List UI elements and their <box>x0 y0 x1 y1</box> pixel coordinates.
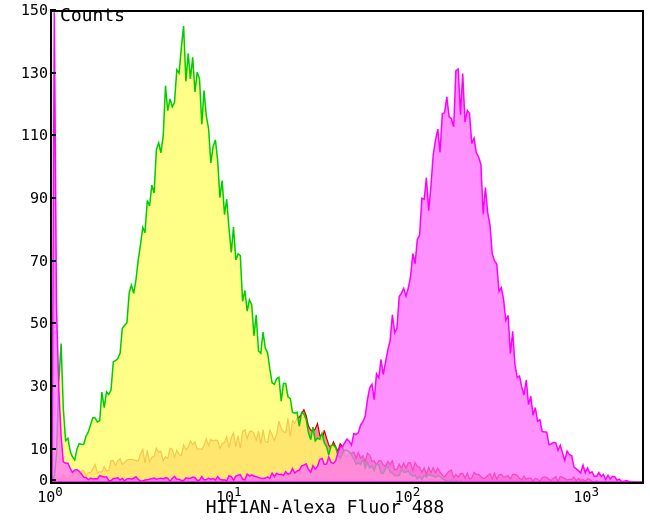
x-tick-label: 101 <box>216 484 242 506</box>
y-tick-label: 150 <box>21 1 48 19</box>
y-tick <box>50 197 56 199</box>
y-tick-label: 30 <box>30 377 48 395</box>
x-tick-label: 100 <box>37 484 63 506</box>
y-tick <box>50 448 56 450</box>
y-axis-title: Counts <box>60 5 125 26</box>
y-tick <box>50 479 56 481</box>
y-tick <box>50 134 56 136</box>
x-tick-label: 102 <box>395 484 421 506</box>
y-tick-label: 50 <box>30 314 48 332</box>
y-tick-label: 10 <box>30 440 48 458</box>
y-tick <box>50 322 56 324</box>
histogram-svg <box>52 12 642 482</box>
chart-container: Counts HIF1AN-Alexa Fluor 488 0103050709… <box>0 0 650 520</box>
y-tick-label: 70 <box>30 252 48 270</box>
plot-area <box>50 10 644 484</box>
y-tick <box>50 260 56 262</box>
x-tick-label: 103 <box>573 484 599 506</box>
y-tick <box>50 72 56 74</box>
y-tick-label: 110 <box>21 126 48 144</box>
histogram-yellow <box>52 26 642 482</box>
y-tick <box>50 385 56 387</box>
y-tick-label: 130 <box>21 64 48 82</box>
y-tick-label: 90 <box>30 189 48 207</box>
y-tick <box>50 9 56 11</box>
